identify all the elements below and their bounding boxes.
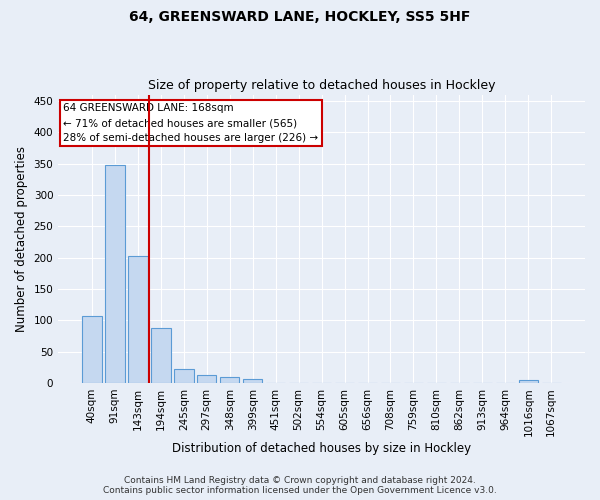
Title: Size of property relative to detached houses in Hockley: Size of property relative to detached ho…: [148, 79, 496, 92]
Bar: [105, 165, 125, 383]
Bar: [82, 316, 101, 383]
Bar: [174, 369, 194, 383]
Bar: [243, 379, 262, 383]
X-axis label: Distribution of detached houses by size in Hockley: Distribution of detached houses by size …: [172, 442, 471, 455]
Text: 64 GREENSWARD LANE: 168sqm
← 71% of detached houses are smaller (565)
28% of sem: 64 GREENSWARD LANE: 168sqm ← 71% of deta…: [64, 103, 319, 143]
Y-axis label: Number of detached properties: Number of detached properties: [15, 146, 28, 332]
Bar: [151, 328, 170, 383]
Text: Contains HM Land Registry data © Crown copyright and database right 2024.
Contai: Contains HM Land Registry data © Crown c…: [103, 476, 497, 495]
Bar: [518, 380, 538, 383]
Text: 64, GREENSWARD LANE, HOCKLEY, SS5 5HF: 64, GREENSWARD LANE, HOCKLEY, SS5 5HF: [130, 10, 470, 24]
Bar: [128, 256, 148, 383]
Bar: [197, 375, 217, 383]
Bar: [220, 378, 239, 383]
